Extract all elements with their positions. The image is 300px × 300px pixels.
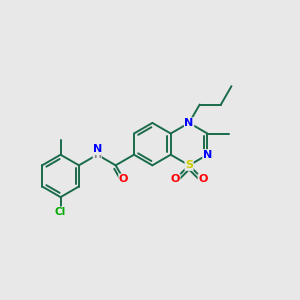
Text: O: O	[198, 174, 208, 184]
Text: O: O	[171, 174, 180, 184]
Text: N: N	[203, 150, 212, 160]
Text: H: H	[93, 150, 101, 160]
Text: O: O	[119, 174, 128, 184]
Text: N: N	[93, 144, 102, 154]
Text: N: N	[184, 118, 194, 128]
Text: Cl: Cl	[55, 207, 66, 217]
Text: S: S	[185, 160, 193, 170]
